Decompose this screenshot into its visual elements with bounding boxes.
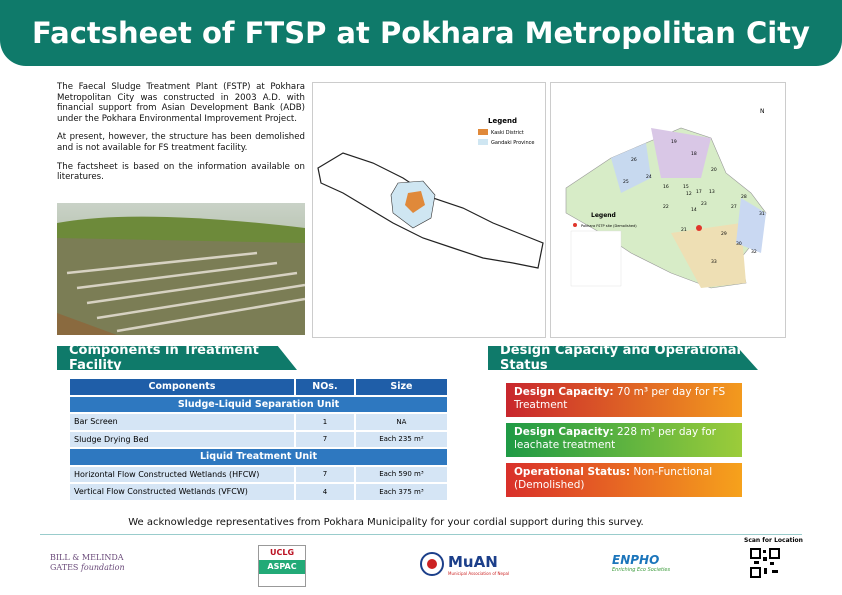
status-box: Operational Status: Non-Functional (Demo…	[506, 463, 742, 497]
ward-label: 27	[731, 204, 737, 210]
logo-text: BILL & MELINDA	[50, 553, 124, 562]
logo-text: foundation	[80, 563, 125, 572]
ward-label: 29	[721, 231, 727, 237]
logo-text: GATES	[50, 563, 79, 572]
header-cell: NOs.	[296, 379, 354, 395]
cell: Each 235 m²	[355, 431, 447, 447]
ward-label: 17	[696, 189, 702, 195]
status-text: 70 m³ per day for FS Treatment	[514, 386, 726, 411]
ward-label: 30	[736, 241, 742, 247]
logo-text: ASPAC	[259, 560, 305, 574]
ward-label: 12	[686, 191, 692, 197]
paragraph: At present, however, the structure has b…	[57, 132, 305, 153]
legend-title: Legend	[488, 117, 517, 125]
uclg-logo: UCLG ASPAC	[258, 545, 306, 587]
ward-label: 26	[631, 157, 637, 163]
gates-logo: BILL & MELINDA GATES foundation	[50, 553, 125, 573]
nepal-map: Legend Kaski District Gandaki Province	[312, 82, 546, 338]
divider	[40, 534, 802, 535]
ward-label: 21	[681, 227, 687, 233]
cell: 1	[296, 414, 354, 430]
cell: 4	[296, 484, 354, 500]
ward-label: 25	[623, 179, 629, 185]
section-heading: Components in Treatment Facility	[57, 346, 297, 370]
components-table: Components NOs. Size Sludge-Liquid Separat…	[68, 377, 449, 502]
group-title: Sludge-Liquid Separation Unit	[70, 396, 447, 412]
legend-item: Gandaki Province	[491, 140, 535, 146]
intro: The Faecal Sludge Treatment Plant (FSTP)…	[57, 82, 305, 191]
acknowledgement: We acknowledge representatives from Pokh…	[128, 517, 644, 528]
logo-text: Municipal Association of Nepal	[448, 570, 510, 576]
legend-title: Legend	[591, 212, 616, 219]
paragraph: The factsheet is based on the informatio…	[57, 161, 305, 183]
ward-label: 14	[691, 207, 697, 213]
legend-site: Pokhara FSTP site (Demolished)	[581, 224, 637, 228]
legend-item: Kaski District	[491, 130, 524, 136]
logo-text: Enriching Eco Societies	[612, 567, 671, 573]
status-label: Design Capacity:	[514, 386, 614, 398]
ward-label: 23	[701, 201, 707, 207]
status-text: Non-Functional (Demolished)	[514, 466, 713, 491]
cell: Vertical Flow Constructed Wetlands (VFCW…	[70, 484, 294, 500]
status-label: Design Capacity:	[514, 426, 614, 438]
qr-code	[750, 548, 780, 578]
logo-text: UCLG	[269, 548, 295, 557]
cell: Each 375 m³	[355, 484, 447, 500]
status-box: Design Capacity: 70 m³ per day for FS Tr…	[506, 383, 742, 417]
status-text: 228 m³ per day for leachate treatment	[514, 426, 716, 451]
ward-label: 32	[751, 249, 757, 255]
ward-label: 18	[691, 151, 697, 157]
section-heading: Design Capacity and Operational Status	[488, 346, 758, 370]
cell: 7	[296, 466, 354, 482]
ward-label: 28	[741, 194, 747, 200]
enpho-logo: ENPHO Enriching Eco Societies	[612, 553, 670, 573]
cell: Each 590 m³	[355, 466, 447, 482]
photo	[57, 203, 305, 335]
header-cell: Size	[355, 379, 447, 395]
ward-label: 33	[711, 259, 717, 265]
title: Factsheet of FTSP at Pokhara Metropolita…	[0, 0, 842, 66]
logo-text: MuAN	[448, 552, 498, 571]
ward-label: 20	[711, 167, 717, 173]
paragraph: The Faecal Sludge Treatment Plant (FSTP)…	[57, 82, 305, 124]
ward-label: 13	[709, 189, 715, 195]
status-box: Design Capacity: 228 m³ per day for leac…	[506, 423, 742, 457]
cell: NA	[355, 414, 447, 430]
pokhara-map: N Legend Pokhara FSTP site (Demolished) …	[550, 82, 786, 338]
muan-logo: MuAN Municipal Association of Nepal	[420, 552, 509, 576]
header-cell: Components	[70, 379, 294, 395]
group-title: Liquid Treatment Unit	[70, 449, 447, 465]
ward-label: 19	[671, 139, 677, 145]
ward-label: 24	[646, 174, 652, 180]
cell: Horizontal Flow Constructed Wetlands (HF…	[70, 466, 294, 482]
ward-label: 31	[759, 211, 765, 217]
ward-label: 16	[663, 184, 669, 190]
emblem	[420, 552, 444, 576]
cell: Sludge Drying Bed	[70, 431, 294, 447]
ward-label: 22	[663, 204, 669, 210]
status-label: Operational Status:	[514, 466, 631, 478]
cell: Bar Screen	[70, 414, 294, 430]
cell: 7	[296, 431, 354, 447]
logo-text: ENPHO	[612, 553, 660, 567]
ward-label: 15	[683, 184, 689, 190]
qr-caption: Scan for Location	[744, 537, 803, 544]
north: N	[760, 108, 765, 115]
